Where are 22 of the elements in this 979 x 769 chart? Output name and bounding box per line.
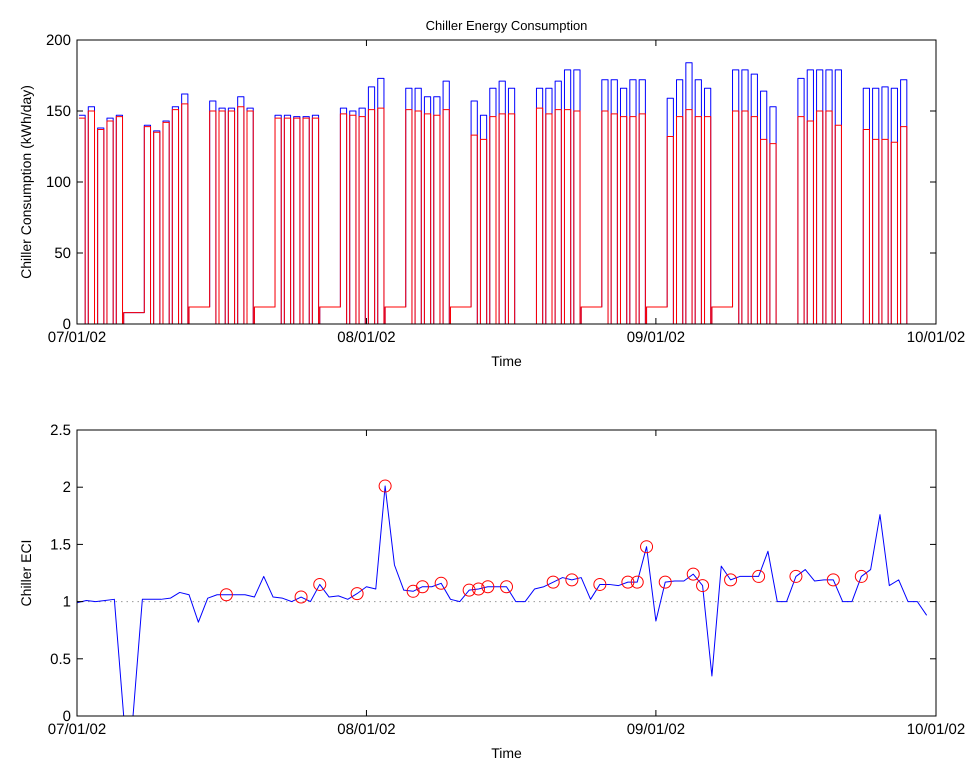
y-tick-label: 100 [46, 174, 71, 191]
y-tick-label: 2.5 [50, 422, 71, 439]
x-tick-label: 10/01/02 [906, 329, 966, 346]
x-tick-label: 10/01/02 [906, 721, 966, 738]
x-tick-label: 08/01/02 [337, 329, 396, 346]
y-tick-label: 1.5 [50, 536, 71, 554]
x-tick-label: 09/01/02 [626, 329, 686, 346]
x-axis-title: Time [491, 745, 522, 761]
x-axis-title: Time [491, 353, 522, 369]
y-tick-label: 50 [54, 245, 71, 262]
x-tick-label: 07/01/02 [48, 329, 106, 346]
y-tick-label: 1 [62, 594, 71, 611]
y-axis-title: Chiller ECI [18, 540, 34, 606]
x-tick-label: 09/01/02 [626, 721, 686, 738]
y-tick-label: 200 [46, 32, 71, 49]
y-tick-label: 150 [46, 103, 71, 120]
y-tick-label: 0.5 [50, 650, 71, 668]
x-tick-label: 07/01/02 [48, 721, 106, 738]
y-axis-title: Chiller Consumption (kWh/day) [18, 85, 34, 279]
chart-title: Chiller Energy Consumption [426, 18, 588, 33]
x-tick-label: 08/01/02 [337, 721, 396, 738]
y-tick-label: 2 [62, 479, 71, 496]
